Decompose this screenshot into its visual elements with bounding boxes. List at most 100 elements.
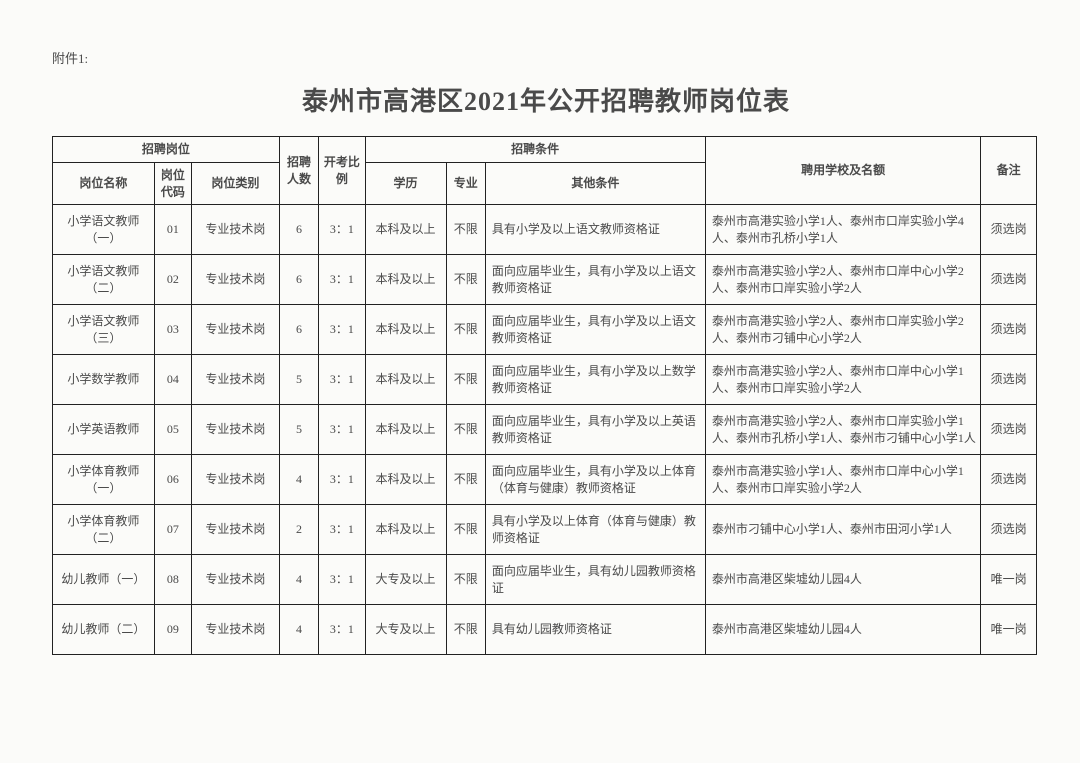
header-remark: 备注 xyxy=(981,137,1037,205)
cell-major: 不限 xyxy=(446,505,485,555)
cell-position-category: 专业技术岗 xyxy=(191,355,279,405)
cell-exam-ratio: 3：1 xyxy=(319,405,365,455)
cell-other-conditions: 具有幼儿园教师资格证 xyxy=(485,605,705,655)
cell-major: 不限 xyxy=(446,305,485,355)
cell-major: 不限 xyxy=(446,405,485,455)
header-position-name: 岗位名称 xyxy=(53,162,155,205)
header-recruit-count: 招聘人数 xyxy=(279,137,318,205)
header-positions-group: 招聘岗位 xyxy=(53,137,280,163)
cell-recruit-count: 5 xyxy=(279,355,318,405)
cell-position-name: 小学语文教师（三） xyxy=(53,305,155,355)
header-position-code: 岗位代码 xyxy=(154,162,191,205)
cell-education: 本科及以上 xyxy=(365,405,446,455)
cell-position-category: 专业技术岗 xyxy=(191,555,279,605)
cell-schools: 泰州市刁铺中心小学1人、泰州市田河小学1人 xyxy=(705,505,981,555)
cell-schools: 泰州市高港实验小学1人、泰州市口岸中心小学1人、泰州市口岸实验小学2人 xyxy=(705,455,981,505)
cell-major: 不限 xyxy=(446,555,485,605)
document-page: 附件1: 泰州市高港区2021年公开招聘教师岗位表 招聘岗位 招聘人数 开考比例… xyxy=(0,0,1080,763)
cell-recruit-count: 4 xyxy=(279,455,318,505)
cell-recruit-count: 5 xyxy=(279,405,318,455)
header-exam-ratio: 开考比例 xyxy=(319,137,365,205)
header-other-conditions: 其他条件 xyxy=(485,162,705,205)
header-major: 专业 xyxy=(446,162,485,205)
cell-exam-ratio: 3：1 xyxy=(319,205,365,255)
cell-recruit-count: 4 xyxy=(279,605,318,655)
cell-remark: 唯一岗 xyxy=(981,555,1037,605)
header-education: 学历 xyxy=(365,162,446,205)
cell-position-name: 幼儿教师（二） xyxy=(53,605,155,655)
cell-remark: 须选岗 xyxy=(981,305,1037,355)
cell-exam-ratio: 3：1 xyxy=(319,555,365,605)
cell-major: 不限 xyxy=(446,205,485,255)
cell-position-code: 05 xyxy=(154,405,191,455)
cell-remark: 须选岗 xyxy=(981,505,1037,555)
cell-recruit-count: 4 xyxy=(279,555,318,605)
table-row: 小学体育教师（二）07专业技术岗23：1本科及以上不限具有小学及以上体育（体育与… xyxy=(53,505,1037,555)
cell-recruit-count: 6 xyxy=(279,205,318,255)
cell-schools: 泰州市高港区柴墟幼儿园4人 xyxy=(705,605,981,655)
cell-position-category: 专业技术岗 xyxy=(191,305,279,355)
cell-education: 本科及以上 xyxy=(365,455,446,505)
cell-position-category: 专业技术岗 xyxy=(191,605,279,655)
cell-remark: 须选岗 xyxy=(981,205,1037,255)
cell-exam-ratio: 3：1 xyxy=(319,355,365,405)
cell-education: 大专及以上 xyxy=(365,555,446,605)
cell-remark: 唯一岗 xyxy=(981,605,1037,655)
cell-exam-ratio: 3：1 xyxy=(319,455,365,505)
cell-position-name: 小学体育教师（二） xyxy=(53,505,155,555)
cell-major: 不限 xyxy=(446,255,485,305)
cell-schools: 泰州市高港实验小学2人、泰州市口岸实验小学2人、泰州市刁铺中心小学2人 xyxy=(705,305,981,355)
header-schools-quota: 聘用学校及名额 xyxy=(705,137,981,205)
cell-exam-ratio: 3：1 xyxy=(319,255,365,305)
cell-position-category: 专业技术岗 xyxy=(191,205,279,255)
cell-remark: 须选岗 xyxy=(981,255,1037,305)
cell-position-name: 小学语文教师（二） xyxy=(53,255,155,305)
header-conditions-group: 招聘条件 xyxy=(365,137,705,163)
cell-position-code: 02 xyxy=(154,255,191,305)
cell-position-name: 小学语文教师（一） xyxy=(53,205,155,255)
cell-schools: 泰州市高港区柴墟幼儿园4人 xyxy=(705,555,981,605)
header-position-category: 岗位类别 xyxy=(191,162,279,205)
cell-education: 本科及以上 xyxy=(365,255,446,305)
cell-education: 本科及以上 xyxy=(365,505,446,555)
cell-remark: 须选岗 xyxy=(981,355,1037,405)
cell-schools: 泰州市高港实验小学2人、泰州市口岸中心小学2人、泰州市口岸实验小学2人 xyxy=(705,255,981,305)
table-row: 幼儿教师（二）09专业技术岗43：1大专及以上不限具有幼儿园教师资格证泰州市高港… xyxy=(53,605,1037,655)
cell-schools: 泰州市高港实验小学2人、泰州市口岸实验小学1人、泰州市孔桥小学1人、泰州市刁铺中… xyxy=(705,405,981,455)
cell-position-code: 09 xyxy=(154,605,191,655)
cell-position-code: 06 xyxy=(154,455,191,505)
cell-recruit-count: 2 xyxy=(279,505,318,555)
cell-schools: 泰州市高港实验小学1人、泰州市口岸实验小学4人、泰州市孔桥小学1人 xyxy=(705,205,981,255)
table-row: 小学语文教师（一）01专业技术岗63：1本科及以上不限具有小学及以上语文教师资格… xyxy=(53,205,1037,255)
cell-recruit-count: 6 xyxy=(279,305,318,355)
cell-other-conditions: 具有小学及以上语文教师资格证 xyxy=(485,205,705,255)
cell-position-name: 幼儿教师（一） xyxy=(53,555,155,605)
cell-remark: 须选岗 xyxy=(981,455,1037,505)
cell-other-conditions: 面向应届毕业生，具有小学及以上体育（体育与健康）教师资格证 xyxy=(485,455,705,505)
attachment-label: 附件1: xyxy=(52,48,1040,67)
cell-position-category: 专业技术岗 xyxy=(191,455,279,505)
cell-schools: 泰州市高港实验小学2人、泰州市口岸中心小学1人、泰州市口岸实验小学2人 xyxy=(705,355,981,405)
table-row: 小学英语教师05专业技术岗53：1本科及以上不限面向应届毕业生，具有小学及以上英… xyxy=(53,405,1037,455)
cell-other-conditions: 面向应届毕业生，具有小学及以上语文教师资格证 xyxy=(485,255,705,305)
cell-exam-ratio: 3：1 xyxy=(319,305,365,355)
cell-position-code: 08 xyxy=(154,555,191,605)
table-body: 小学语文教师（一）01专业技术岗63：1本科及以上不限具有小学及以上语文教师资格… xyxy=(53,205,1037,655)
cell-other-conditions: 面向应届毕业生，具有小学及以上英语教师资格证 xyxy=(485,405,705,455)
cell-position-code: 04 xyxy=(154,355,191,405)
table-row: 小学语文教师（三）03专业技术岗63：1本科及以上不限面向应届毕业生，具有小学及… xyxy=(53,305,1037,355)
table-row: 小学体育教师（一）06专业技术岗43：1本科及以上不限面向应届毕业生，具有小学及… xyxy=(53,455,1037,505)
cell-other-conditions: 具有小学及以上体育（体育与健康）教师资格证 xyxy=(485,505,705,555)
cell-other-conditions: 面向应届毕业生，具有小学及以上语文教师资格证 xyxy=(485,305,705,355)
cell-position-category: 专业技术岗 xyxy=(191,255,279,305)
cell-major: 不限 xyxy=(446,355,485,405)
cell-education: 大专及以上 xyxy=(365,605,446,655)
positions-table: 招聘岗位 招聘人数 开考比例 招聘条件 聘用学校及名额 备注 岗位名称 岗位代码… xyxy=(52,136,1037,655)
document-title: 泰州市高港区2021年公开招聘教师岗位表 xyxy=(52,81,1040,118)
cell-other-conditions: 面向应届毕业生，具有小学及以上数学教师资格证 xyxy=(485,355,705,405)
table-row: 小学数学教师04专业技术岗53：1本科及以上不限面向应届毕业生，具有小学及以上数… xyxy=(53,355,1037,405)
cell-position-name: 小学英语教师 xyxy=(53,405,155,455)
table-row: 幼儿教师（一）08专业技术岗43：1大专及以上不限面向应届毕业生，具有幼儿园教师… xyxy=(53,555,1037,605)
cell-position-code: 01 xyxy=(154,205,191,255)
cell-position-name: 小学数学教师 xyxy=(53,355,155,405)
